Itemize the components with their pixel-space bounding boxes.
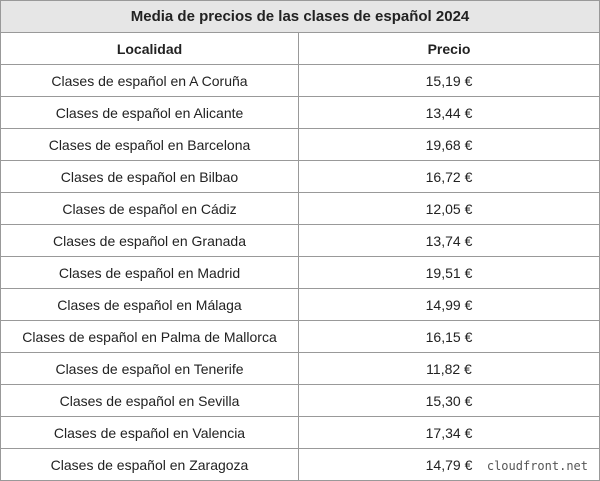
location-cell: Clases de español en A Coruña <box>0 64 299 97</box>
price-cell: 12,05 € <box>297 192 600 225</box>
location-cell: Clases de español en Bilbao <box>0 160 299 193</box>
location-cell: Clases de español en Tenerife <box>0 352 299 385</box>
price-cell: 16,15 € <box>297 320 600 353</box>
price-cell: 14,99 € <box>297 288 600 321</box>
table-row: Clases de español en Sevilla 15,30 € <box>0 384 600 417</box>
watermark: cloudfront.net <box>484 458 590 474</box>
title-row: Media de precios de las clases de españo… <box>0 0 600 33</box>
table-row: Clases de español en Valencia 17,34 € <box>0 416 600 449</box>
price-cell: 13,44 € <box>297 96 600 129</box>
price-cell: 19,68 € <box>297 128 600 161</box>
table-row: Clases de español en Madrid 19,51 € <box>0 256 600 289</box>
price-cell: 15,19 € <box>297 64 600 97</box>
price-cell: 19,51 € <box>297 256 600 289</box>
table-title: Media de precios de las clases de españo… <box>0 0 600 33</box>
header-cell: Localidad <box>0 32 299 65</box>
location-cell: Clases de español en Málaga <box>0 288 299 321</box>
price-cell: 15,30 € <box>297 384 600 417</box>
price-cell: 16,72 € <box>297 160 600 193</box>
table-row: Clases de español en Cádiz 12,05 € <box>0 192 600 225</box>
table-row: Clases de español en Granada 13,74 € <box>0 224 600 257</box>
location-cell: Clases de español en Alicante <box>0 96 299 129</box>
table-row: Clases de español en Alicante 13,44 € <box>0 96 600 129</box>
table-row: Clases de español en Barcelona 19,68 € <box>0 128 600 161</box>
table-body: Clases de español en A Coruña 15,19 € Clas… <box>0 64 600 481</box>
price-cell: 13,74 € <box>297 224 600 257</box>
location-cell: Clases de español en Zaragoza <box>0 448 299 481</box>
location-cell: Clases de español en Valencia <box>0 416 299 449</box>
location-cell: Clases de español en Cádiz <box>0 192 299 225</box>
table-row: Clases de español en A Coruña 15,19 € <box>0 64 600 97</box>
header-cell: Precio <box>297 32 600 65</box>
location-cell: Clases de español en Madrid <box>0 256 299 289</box>
header-row: Localidad Precio <box>0 32 600 65</box>
table-row: Clases de español en Bilbao 16,72 € <box>0 160 600 193</box>
location-cell: Clases de español en Barcelona <box>0 128 299 161</box>
table-row: Clases de español en Tenerife 11,82 € <box>0 352 600 385</box>
price-cell: 17,34 € <box>297 416 600 449</box>
price-cell: 11,82 € <box>297 352 600 385</box>
location-cell: Clases de español en Sevilla <box>0 384 299 417</box>
location-cell: Clases de español en Palma de Mallorca <box>0 320 299 353</box>
location-cell: Clases de español en Granada <box>0 224 299 257</box>
table-row: Clases de español en Palma de Mallorca 16… <box>0 320 600 353</box>
table-row: Clases de español en Málaga 14,99 € <box>0 288 600 321</box>
